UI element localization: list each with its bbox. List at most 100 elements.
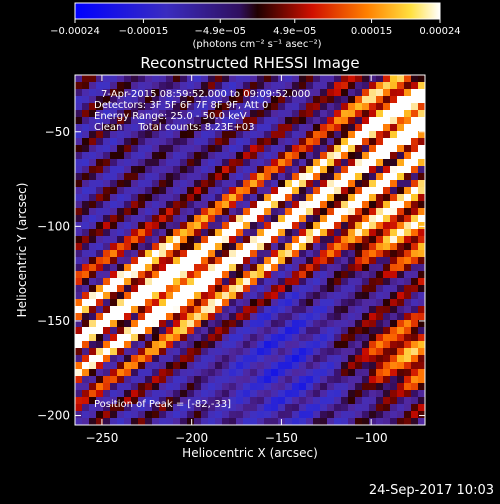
heatmap-cell [194,397,202,405]
heatmap-cell [173,187,181,195]
heatmap-cell [229,250,237,258]
heatmap-cell [257,243,265,251]
heatmap-cell [201,124,209,132]
heatmap-cell [96,96,104,104]
heatmap-cell [320,278,328,286]
heatmap-cell [166,264,174,272]
heatmap-cell [96,383,104,391]
heatmap-cell [208,376,216,384]
heatmap-cell [145,89,153,97]
heatmap-cell [138,152,146,160]
heatmap-cell [397,355,405,363]
heatmap-cell [376,285,384,293]
heatmap-cell [152,96,160,104]
heatmap-cell [250,145,258,153]
heatmap-cell [376,355,384,363]
heatmap-cell [117,285,125,293]
heatmap-cell [411,89,419,97]
heatmap-cell [257,96,265,104]
heatmap-cell [411,236,419,244]
heatmap-cell [173,145,181,153]
heatmap-cell [194,159,202,167]
heatmap-cell [348,103,356,111]
heatmap-cell [75,418,83,425]
heatmap-cell [96,117,104,125]
heatmap-cell [145,411,153,419]
heatmap-cell [334,271,342,279]
heatmap-cell [271,159,279,167]
heatmap-cell [355,362,363,370]
heatmap-cell [110,229,118,237]
heatmap-cell [292,229,300,237]
heatmap-cell [194,117,202,125]
heatmap-cell [285,369,293,377]
heatmap-cell [82,418,90,425]
heatmap-cell [96,89,104,97]
heatmap-cell [110,418,118,425]
heatmap-cell [201,110,209,118]
heatmap-cell [411,187,419,195]
heatmap-cell [327,201,335,209]
heatmap-cell [215,390,223,398]
heatmap-cell [166,313,174,321]
heatmap-cell [159,208,167,216]
heatmap-cell [299,264,307,272]
heatmap-cell [215,369,223,377]
heatmap-cell [222,320,230,328]
heatmap-cell [75,75,83,83]
heatmap-cell [271,362,279,370]
heatmap-cell [390,166,398,174]
y-axis-label: Heliocentric Y (arcsec) [15,183,29,318]
heatmap-cell [404,89,412,97]
heatmap-cell [222,390,230,398]
heatmap-cell [131,362,139,370]
heatmap-cell [187,369,195,377]
heatmap-cell [159,131,167,139]
heatmap-cell [313,397,321,405]
heatmap-cell [383,201,391,209]
heatmap-cell [285,327,293,335]
heatmap-cell [124,285,132,293]
heatmap-cell [166,96,174,104]
heatmap-cell [124,383,132,391]
heatmap-cell [271,411,279,419]
heatmap-cell [103,117,111,125]
heatmap-cell [187,264,195,272]
heatmap-cell [138,257,146,265]
heatmap-cell [75,145,83,153]
heatmap-cell [187,292,195,300]
heatmap-cell [75,229,83,237]
heatmap-cell [82,257,90,265]
heatmap-cell [229,355,237,363]
heatmap-cell [292,82,300,90]
heatmap-cell [390,264,398,272]
heatmap-cell [390,110,398,118]
heatmap-cell [89,369,97,377]
heatmap-cell [292,376,300,384]
heatmap-cell [285,355,293,363]
heatmap-cell [138,180,146,188]
heatmap-cell [306,194,314,202]
heatmap-cell [194,215,202,223]
heatmap-cell [320,285,328,293]
heatmap-cell [264,110,272,118]
heatmap-cell [411,229,419,237]
heatmap-cell [397,180,405,188]
chart-title: Reconstructed RHESSI Image [140,54,359,72]
heatmap-cell [257,75,265,83]
heatmap-cell [404,383,412,391]
heatmap-cell [236,75,244,83]
heatmap-cell [82,327,90,335]
heatmap-cell [180,89,188,97]
heatmap-cell [166,257,174,265]
heatmap-cell [299,320,307,328]
heatmap-cell [320,292,328,300]
heatmap-cell [201,180,209,188]
heatmap-cell [75,208,83,216]
heatmap-cell [180,313,188,321]
heatmap-cell [201,418,209,425]
heatmap-cell [208,362,216,370]
heatmap-cell [397,369,405,377]
heatmap-cell [376,208,384,216]
heatmap-cell [334,341,342,349]
